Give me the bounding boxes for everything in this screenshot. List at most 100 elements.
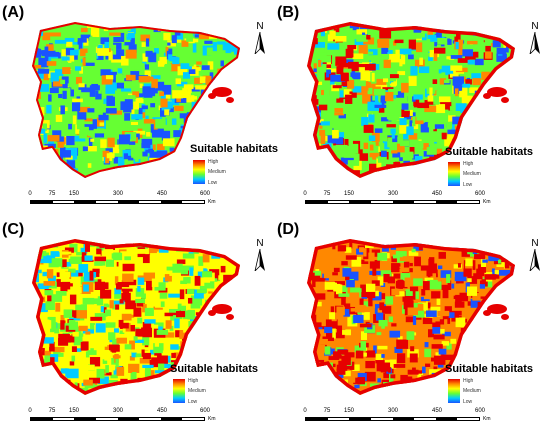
raster-cell xyxy=(504,168,512,175)
raster-cell xyxy=(244,77,249,83)
raster-cell xyxy=(150,253,159,257)
island xyxy=(226,314,234,320)
raster-cell xyxy=(85,177,98,178)
raster-cell xyxy=(200,128,212,138)
raster-cell xyxy=(58,125,64,129)
raster-cell xyxy=(330,306,335,313)
raster-cell xyxy=(180,63,192,70)
raster-cell xyxy=(506,322,515,330)
raster-cell xyxy=(234,134,240,142)
raster-cell xyxy=(394,66,407,71)
raster-cell xyxy=(318,327,323,332)
raster-cell xyxy=(131,351,137,358)
raster-cell xyxy=(499,247,507,254)
raster-cell xyxy=(375,78,387,85)
map-panel-b: (B) N Suitable habitats High Medium Low … xyxy=(275,0,550,216)
raster-cell xyxy=(68,152,78,161)
raster-cell xyxy=(95,289,101,296)
raster-cell xyxy=(239,260,240,267)
raster-cell xyxy=(72,331,79,337)
raster-cell xyxy=(421,82,431,86)
raster-cell xyxy=(393,364,406,368)
raster-cell xyxy=(116,337,127,344)
raster-cell xyxy=(144,340,149,351)
raster-cell xyxy=(148,247,157,255)
raster-cell xyxy=(162,84,172,95)
raster-cell xyxy=(441,72,446,78)
raster-cell xyxy=(359,247,364,253)
raster-cell xyxy=(516,102,525,110)
raster-cell xyxy=(441,278,448,285)
raster-cell xyxy=(368,114,375,123)
legend-high: High xyxy=(463,161,474,167)
raster-cell xyxy=(115,358,119,369)
raster-cell xyxy=(516,239,524,247)
raster-cell xyxy=(367,288,376,299)
raster-cell xyxy=(44,171,51,177)
raster-cell xyxy=(377,39,390,48)
raster-cell xyxy=(475,396,481,402)
raster-cell xyxy=(377,345,388,350)
raster-cell xyxy=(156,150,168,161)
raster-cell xyxy=(233,93,240,100)
raster-cell xyxy=(477,124,482,135)
raster-cell xyxy=(133,130,146,135)
raster-cell xyxy=(456,354,468,360)
raster-cell xyxy=(108,332,116,340)
raster-cell xyxy=(508,96,513,107)
raster-cell xyxy=(242,291,247,297)
raster-cell xyxy=(361,292,371,298)
raster-cell xyxy=(151,278,159,287)
raster-cell xyxy=(62,67,71,74)
legend-color-ramp xyxy=(448,379,460,403)
raster-cell xyxy=(388,385,398,393)
raster-cell xyxy=(326,59,332,69)
raster-cell xyxy=(420,336,427,346)
raster-cell xyxy=(47,169,56,178)
raster-cell xyxy=(146,280,153,291)
raster-cell xyxy=(428,391,435,395)
raster-cell xyxy=(198,34,210,40)
raster-cell xyxy=(32,380,37,386)
raster-cell xyxy=(168,48,173,55)
raster-cell xyxy=(321,121,330,126)
raster-cell xyxy=(233,156,240,163)
raster-cell xyxy=(359,298,364,306)
raster-cell xyxy=(157,60,165,67)
raster-cell xyxy=(334,281,346,285)
raster-cell xyxy=(373,88,386,96)
raster-cell xyxy=(433,366,438,372)
coastal-band xyxy=(307,22,515,178)
raster-cell xyxy=(192,328,202,335)
raster-cell xyxy=(506,332,513,339)
raster-cell xyxy=(223,162,233,167)
raster-cell xyxy=(225,109,230,115)
raster-cell xyxy=(324,282,336,290)
raster-cell xyxy=(219,357,232,363)
raster-cell xyxy=(60,386,64,393)
raster-cell xyxy=(173,154,178,164)
raster-cell xyxy=(165,355,171,363)
raster-cell xyxy=(307,161,315,171)
legend-high: High xyxy=(208,159,219,165)
raster-cell xyxy=(125,300,137,310)
raster-cell xyxy=(397,353,406,364)
raster-cell xyxy=(189,127,198,138)
raster-cell xyxy=(241,82,249,88)
raster-cell xyxy=(159,91,165,97)
raster-cell xyxy=(80,27,88,33)
raster-cell xyxy=(322,64,330,73)
raster-cell xyxy=(170,160,179,164)
raster-cell xyxy=(117,73,123,81)
raster-cell xyxy=(336,306,345,316)
raster-cell xyxy=(47,295,55,303)
raster-cell xyxy=(169,147,175,152)
raster-cell xyxy=(216,318,227,327)
raster-cell xyxy=(100,289,112,299)
raster-cell xyxy=(460,129,470,134)
raster-cell xyxy=(472,292,481,301)
raster-cell xyxy=(405,322,417,331)
raster-cell xyxy=(179,157,186,168)
raster-cell xyxy=(107,137,115,148)
raster-cell xyxy=(507,36,515,45)
